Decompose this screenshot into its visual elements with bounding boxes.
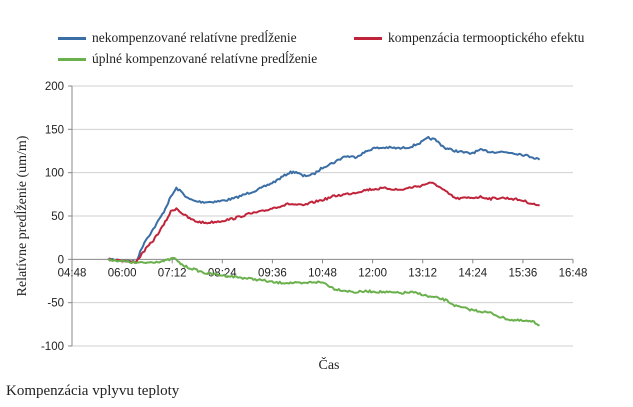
x-axis-label: Čas	[319, 356, 340, 373]
legend-item-uncompensated: nekompenzované relatívne predĺženie	[58, 30, 297, 46]
figure-caption: Kompenzácia vplyvu teploty	[6, 383, 180, 399]
legend-label-thermooptic: kompenzácia termooptického efektu	[388, 30, 585, 45]
y-tick-label: 150	[45, 124, 64, 136]
legend-swatch-thermooptic	[354, 36, 382, 40]
series-line-2	[107, 256, 540, 327]
legend-label-uncompensated: nekompenzované relatívne predĺženie	[92, 30, 297, 45]
x-axis-ticks: 04:48 06:00 07:12 08:24 09:36 10:48 12:00 13:12…	[58, 259, 588, 279]
legend-swatch-compensated	[58, 57, 86, 61]
y-tick-label: -50	[47, 298, 64, 310]
x-tick-label: 10:48	[308, 267, 337, 279]
y-tick-label: -100	[41, 341, 64, 353]
legend-swatch-uncompensated	[58, 36, 86, 40]
y-axis-label: Relatívne predĺženie (um/m)	[13, 135, 30, 296]
y-axis-ticks: -100 -50 0 50 100 150 200	[41, 81, 72, 353]
y-tick-label: 100	[45, 168, 64, 180]
x-tick-label: 16:48	[559, 267, 588, 279]
legend-label-compensated: úplné kompenzované relatívne predĺženie	[92, 51, 318, 66]
series-line-1	[107, 181, 540, 264]
y-tick-label: 0	[58, 254, 64, 266]
x-tick-label: 09:36	[258, 267, 287, 279]
y-tick-label: 50	[51, 211, 64, 223]
x-tick-label: 04:48	[58, 267, 87, 279]
x-tick-label: 13:12	[408, 267, 437, 279]
x-tick-label: 14:24	[458, 267, 487, 279]
x-tick-label: 07:12	[158, 267, 187, 279]
series-line-0	[107, 135, 541, 264]
series-lines	[107, 135, 541, 327]
grid-lines	[72, 85, 573, 347]
legend-item-compensated: úplné kompenzované relatívne predĺženie	[58, 51, 317, 67]
x-tick-label: 06:00	[108, 267, 137, 279]
legend-item-thermooptic: kompenzácia termooptického efektu	[354, 30, 584, 46]
x-tick-label: 15:36	[509, 267, 538, 279]
y-tick-label: 200	[45, 81, 64, 93]
x-tick-label: 12:00	[358, 267, 387, 279]
